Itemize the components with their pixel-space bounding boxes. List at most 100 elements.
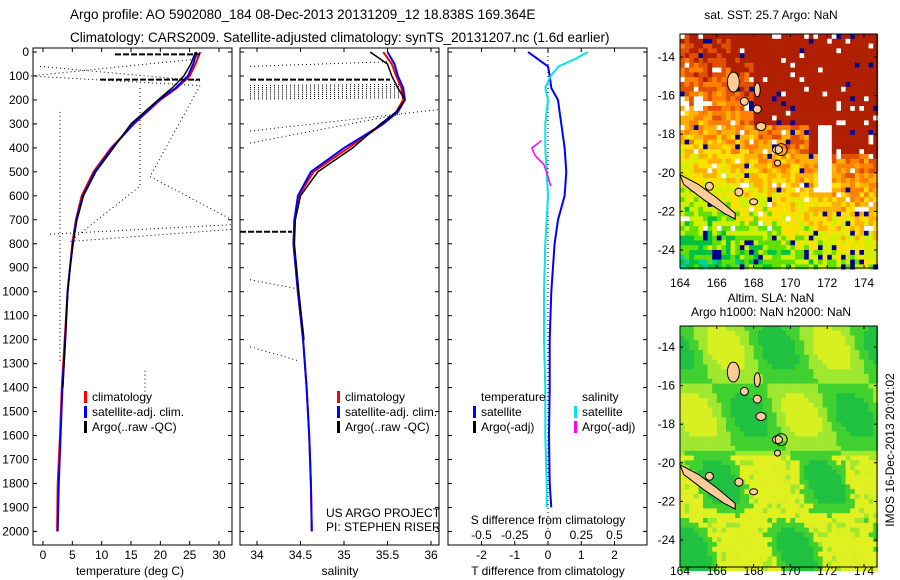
map-cell — [859, 182, 865, 188]
map-cell — [799, 340, 805, 346]
map-cell — [818, 513, 823, 519]
map-cell — [822, 441, 828, 447]
map-cell — [845, 38, 851, 44]
map-cell — [818, 330, 823, 336]
map-cell — [850, 206, 856, 212]
map-cell — [721, 364, 727, 370]
map-cell — [749, 498, 754, 504]
map-cell — [689, 216, 695, 222]
map-cell — [762, 192, 768, 198]
map-cell — [804, 489, 810, 495]
map-cell — [827, 206, 833, 212]
map-cell — [762, 197, 768, 203]
map-cell — [822, 250, 828, 256]
map-cell — [739, 465, 745, 471]
legend-label: satellite — [481, 405, 522, 419]
map-cell — [744, 450, 750, 456]
map-cell — [749, 455, 754, 461]
map-cell — [795, 58, 800, 64]
map-cell — [781, 197, 787, 203]
map-cell — [795, 484, 800, 490]
map-cell — [873, 359, 879, 365]
map-cell — [721, 58, 727, 64]
map-cell — [804, 537, 810, 543]
map-cell — [707, 86, 713, 92]
map-cell — [735, 566, 741, 572]
map-cell — [762, 378, 768, 384]
map-cell — [726, 96, 731, 102]
map-cell — [785, 178, 791, 184]
map-cell — [721, 513, 727, 519]
map-cell — [772, 139, 777, 145]
map-cell — [772, 422, 777, 428]
map-cell — [735, 474, 741, 480]
map-cell — [762, 508, 768, 514]
map-cell — [684, 240, 690, 246]
vanuatu-island — [739, 96, 749, 106]
map-cell — [859, 498, 865, 504]
map-cell — [739, 326, 745, 332]
map-cell — [758, 455, 764, 461]
map-cell — [785, 561, 791, 567]
map-cell — [785, 245, 791, 251]
map-cell — [698, 503, 704, 509]
map-cell — [726, 508, 731, 514]
map-cell — [749, 393, 754, 399]
map-cell — [726, 216, 731, 222]
map-cell — [822, 72, 828, 78]
map-cell — [684, 34, 690, 40]
map-cell — [712, 34, 718, 40]
map-cell — [781, 354, 787, 360]
map-cell — [854, 412, 860, 418]
map-cell — [873, 546, 879, 552]
map-cell — [808, 221, 814, 227]
map-cell — [730, 522, 736, 528]
map-cell — [730, 340, 736, 346]
map-cell — [758, 556, 764, 562]
map-cell — [698, 211, 704, 217]
map-cell — [680, 378, 685, 384]
map-cell — [850, 197, 856, 203]
map-cell — [698, 359, 704, 365]
map-cell — [703, 398, 708, 404]
map-cell — [712, 48, 718, 54]
map-cell — [767, 48, 773, 54]
map-cell — [818, 470, 823, 476]
map-cell — [813, 216, 819, 222]
map-cell — [790, 494, 796, 500]
map-lat-label: -24 — [658, 533, 676, 547]
map-cell — [827, 412, 833, 418]
map-cell — [703, 149, 708, 155]
map-cell — [818, 96, 823, 102]
map-cell — [873, 139, 879, 145]
map-cell — [730, 460, 736, 466]
map-cell — [767, 144, 773, 150]
map-cell — [850, 264, 856, 270]
map-cell — [827, 494, 833, 500]
map-cell — [799, 474, 805, 480]
map-cell — [753, 259, 759, 265]
map-cell — [845, 556, 851, 562]
map-cell — [730, 479, 736, 485]
map-cell — [873, 513, 879, 519]
map-cell — [795, 345, 800, 351]
map-cell — [818, 378, 823, 384]
map-cell — [841, 383, 846, 389]
map-cell — [716, 125, 722, 131]
map-cell — [698, 58, 704, 64]
map-cell — [785, 417, 791, 423]
map-cell — [693, 335, 699, 341]
map-cell — [827, 422, 833, 428]
map-cell — [730, 250, 736, 256]
map-cell — [859, 125, 865, 131]
map-cell — [776, 340, 782, 346]
map-cell — [730, 446, 736, 452]
map-cell — [795, 503, 800, 509]
map-cell — [776, 527, 782, 533]
map-cell — [795, 168, 800, 174]
map-cell — [790, 250, 796, 256]
map-cell — [818, 168, 823, 174]
map-cell — [873, 330, 879, 336]
map-cell — [735, 556, 741, 562]
map-cell — [707, 101, 713, 107]
